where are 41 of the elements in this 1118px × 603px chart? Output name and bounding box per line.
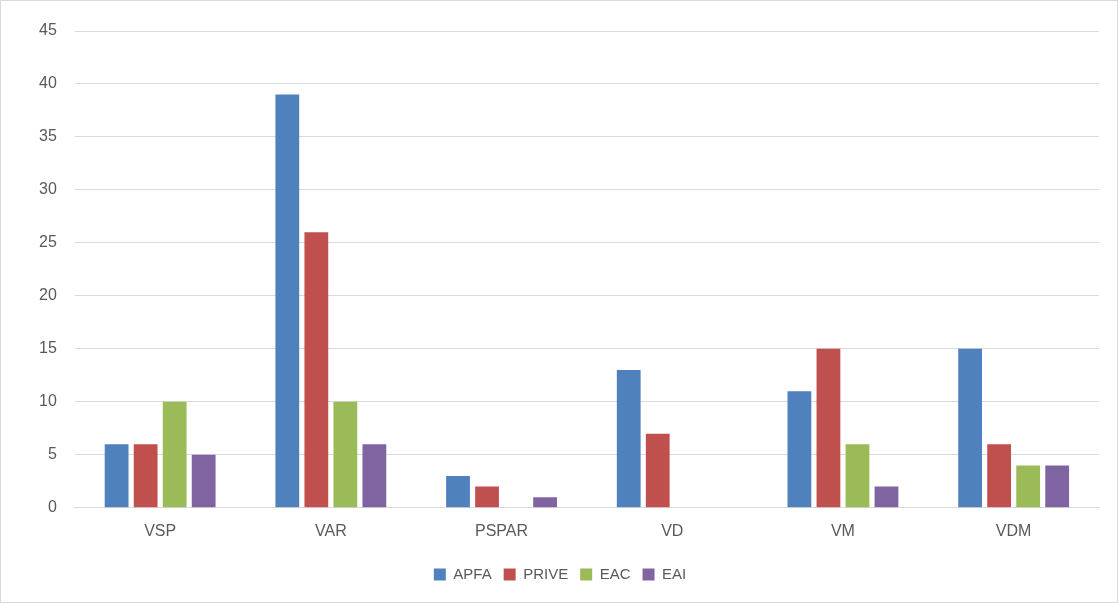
y-tick-label: 45: [39, 21, 57, 39]
legend-label: EAI: [662, 564, 687, 582]
bar: [1045, 465, 1070, 508]
bar: [133, 444, 158, 508]
y-tick-label: 40: [39, 74, 57, 92]
bar: [787, 391, 812, 508]
bar: [958, 348, 983, 508]
x-tick-label: PSPAR: [475, 521, 529, 539]
bar: [162, 401, 187, 508]
bar: [362, 444, 387, 508]
y-tick-label: 15: [39, 339, 57, 357]
y-tick-label: 5: [47, 445, 57, 463]
bar: [533, 497, 557, 508]
y-tick-label: 0: [47, 498, 57, 516]
bar: [191, 454, 216, 508]
bar: [275, 94, 300, 508]
legend-label: PRIVE: [523, 564, 569, 582]
bar: [616, 370, 641, 508]
bar: [104, 444, 129, 508]
bar: [874, 486, 899, 508]
x-tick-label: VD: [661, 521, 684, 539]
bar: [645, 433, 670, 508]
y-tick-label: 20: [39, 286, 57, 304]
x-tick-label: VM: [830, 521, 855, 539]
y-tick-label: 30: [39, 180, 57, 198]
y-tick-label: 35: [39, 127, 57, 145]
x-tick-label: VSP: [144, 521, 177, 539]
legend-label: APFA: [453, 564, 492, 582]
bar: [845, 444, 870, 508]
bar: [816, 348, 841, 508]
bar: [475, 486, 499, 508]
bar: [333, 401, 358, 508]
bar: [446, 476, 470, 508]
bar: [1016, 465, 1041, 508]
x-tick-label: VAR: [314, 521, 347, 539]
bar: [987, 444, 1012, 508]
x-tick-label: VDM: [995, 521, 1032, 539]
legend-label: EAC: [599, 564, 631, 582]
y-tick-label: 25: [39, 233, 57, 251]
y-tick-label: 10: [39, 392, 57, 410]
bar: [304, 232, 329, 508]
